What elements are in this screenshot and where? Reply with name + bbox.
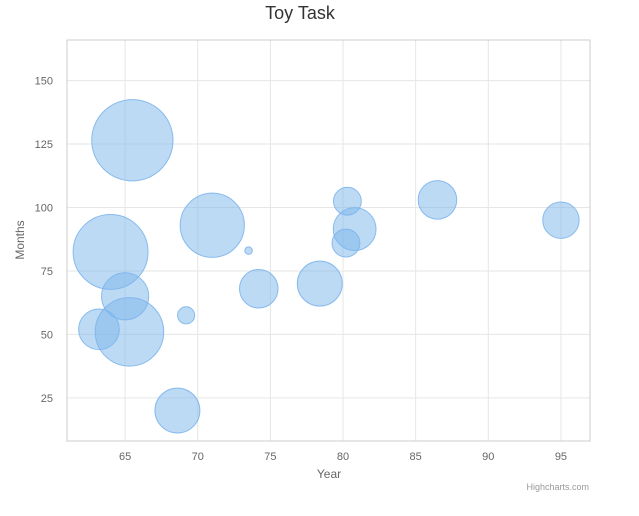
x-tick-label: 95 [555, 451, 567, 463]
x-axis-tick-labels: 65 70 75 80 85 90 95 [119, 451, 567, 463]
y-tick-label: 125 [35, 139, 53, 151]
highcharts-credit[interactable]: Highcharts.com [526, 482, 589, 492]
y-tick-label: 25 [41, 393, 53, 405]
bubble-point[interactable] [91, 99, 174, 182]
y-tick-label: 50 [41, 329, 53, 341]
x-tick-label: 90 [482, 451, 494, 463]
x-tick-label: 70 [192, 451, 204, 463]
bubble-point[interactable] [177, 306, 196, 325]
x-tick-label: 65 [119, 451, 131, 463]
y-axis-title: Months [13, 220, 27, 259]
x-tick-label: 80 [337, 451, 349, 463]
bubble-point[interactable] [101, 272, 150, 321]
bubble-point[interactable] [244, 246, 253, 255]
bubble-point[interactable] [417, 180, 458, 220]
bubble-point[interactable] [78, 308, 120, 351]
y-tick-label: 100 [35, 203, 53, 215]
bubble-point[interactable] [154, 387, 201, 434]
bubble-point[interactable] [179, 192, 245, 258]
y-tick-label: 75 [41, 266, 53, 278]
x-tick-label: 75 [264, 451, 276, 463]
bubble-point[interactable] [296, 260, 343, 307]
x-axis-title: Year [317, 467, 341, 481]
bubble-point[interactable] [331, 228, 361, 258]
y-axis-tick-labels: 25 50 75 100 125 150 [35, 76, 53, 405]
bubble-series [72, 99, 580, 434]
plot-area-border [66, 39, 591, 442]
bubble-point[interactable] [542, 201, 580, 239]
x-tick-label: 85 [410, 451, 422, 463]
bubble-point[interactable] [332, 186, 362, 216]
y-tick-label: 150 [35, 76, 53, 88]
bubble-point[interactable] [239, 268, 279, 309]
chart-title: Toy Task [265, 3, 336, 23]
